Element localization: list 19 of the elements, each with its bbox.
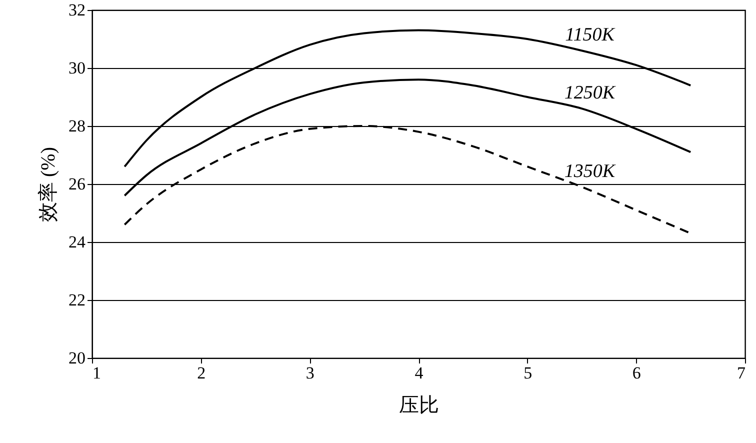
y-tick-label: 20	[68, 348, 86, 368]
x-tick-label: 4	[414, 364, 424, 382]
x-tick-label: 7	[737, 364, 746, 382]
y-tick-label: 32	[68, 0, 86, 20]
x-tick-label: 6	[632, 364, 641, 382]
series-label: 1350K	[564, 160, 616, 182]
series-label: 1150K	[565, 24, 616, 46]
y-tick-label: 26	[68, 174, 86, 194]
series-label: 1250K	[564, 82, 616, 104]
y-tick-label: 30	[68, 58, 86, 78]
y-tick-label: 28	[68, 116, 86, 136]
y-tick-label: 22	[68, 290, 86, 310]
x-axis-title: 压比	[399, 394, 439, 416]
y-axis-title: 效率 (%)	[38, 147, 60, 222]
x-tick-label: 3	[306, 364, 314, 382]
x-tick-label: 5	[524, 364, 532, 382]
y-tick-label: 24	[68, 232, 86, 252]
x-tick-label: 2	[197, 364, 206, 382]
x-tick-label: 1	[92, 364, 101, 382]
